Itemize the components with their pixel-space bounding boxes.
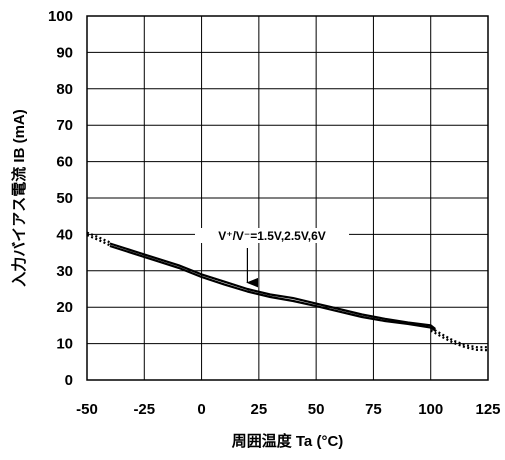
- annotation-label: V⁺/V⁻=1.5V,2.5V,6V: [218, 229, 326, 243]
- x-tick-label: 75: [365, 401, 382, 418]
- annotation-layer: V⁺/V⁻=1.5V,2.5V,6V: [195, 228, 349, 288]
- x-tick-label: 100: [418, 401, 443, 418]
- y-tick-label: 0: [65, 372, 73, 389]
- plot-border: [86, 15, 489, 381]
- annotation-bg: [195, 228, 349, 243]
- x-tick-label: -50: [76, 401, 98, 418]
- series-line-7: [430, 329, 489, 352]
- y-tick-label: 10: [56, 336, 73, 353]
- x-tick-label: 0: [197, 401, 205, 418]
- x-axis-title: 周囲温度 Ta (°C): [232, 432, 344, 450]
- plot-frame: [86, 15, 489, 381]
- y-tick-label: 20: [56, 299, 73, 316]
- series-line-2: [109, 244, 436, 332]
- y-tick-label: 70: [56, 117, 73, 134]
- x-tick-label: 50: [308, 401, 325, 418]
- y-tick-label: 30: [56, 263, 73, 280]
- series-line-5: [396, 319, 420, 326]
- x-tick-label: 25: [251, 401, 268, 418]
- x-tick-label: 125: [475, 401, 500, 418]
- series-line-4: [86, 234, 111, 247]
- tick-labels: -50 -25 0 25 50 75 100 125 0 10 20 30 40 50 60 70 80 90 10…: [48, 8, 501, 418]
- series-layer: [86, 231, 489, 352]
- axis-titles: 周囲温度 Ta (°C) 入力バイアス電流 IB (mA): [10, 109, 343, 450]
- x-tick-label: -25: [133, 401, 155, 418]
- grid: [87, 16, 488, 380]
- y-tick-label: 80: [56, 81, 73, 98]
- series-line-1: [109, 242, 436, 330]
- y-axis-title: 入力バイアス電流 IB (mA): [10, 109, 28, 287]
- series-line-6: [430, 326, 488, 349]
- y-tick-label: 40: [56, 226, 73, 243]
- y-tick-label: 100: [48, 8, 73, 25]
- y-tick-label: 90: [56, 44, 73, 61]
- y-tick-label: 60: [56, 154, 73, 171]
- y-tick-label: 50: [56, 190, 73, 207]
